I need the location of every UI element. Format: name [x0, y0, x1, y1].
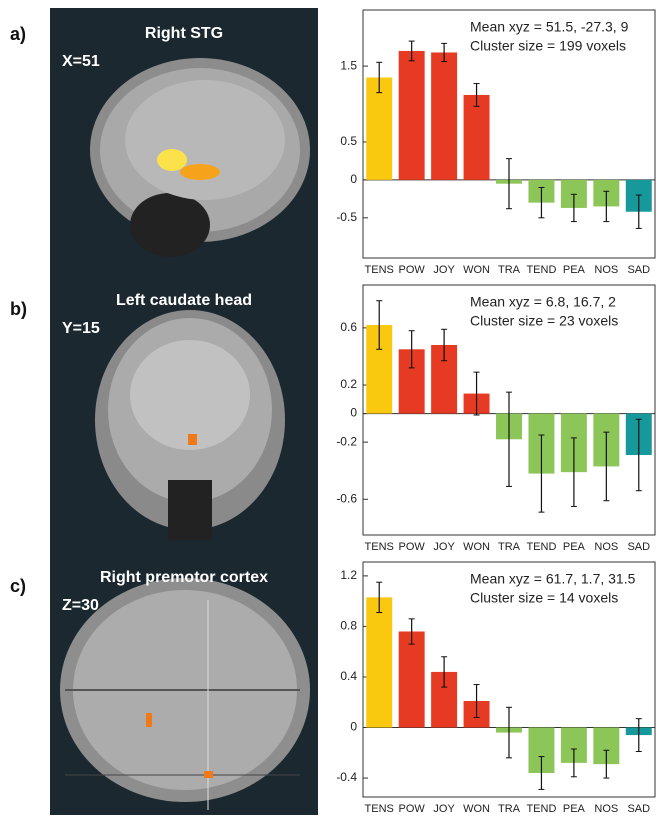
x-tick-label: JOY [433, 803, 455, 815]
x-tick-label: JOY [433, 541, 455, 553]
x-tick-label: TENS [365, 541, 394, 553]
bar [464, 95, 490, 180]
x-tick-label: TENS [365, 803, 394, 815]
x-tick-label: POW [399, 803, 426, 815]
x-tick-label: TRA [498, 541, 521, 553]
x-tick-label: NOS [594, 541, 618, 553]
x-tick-label: SAD [627, 264, 650, 276]
y-tick-label: -0.6 [336, 491, 357, 505]
x-tick-label: NOS [594, 264, 618, 276]
x-tick-label: SAD [627, 803, 650, 815]
y-tick-label: 0 [350, 720, 357, 734]
x-tick-label: WON [463, 264, 490, 276]
y-tick-label: 0 [350, 406, 357, 420]
annotation: Cluster size = 23 voxels [470, 313, 618, 329]
x-tick-label: SAD [627, 541, 650, 553]
x-tick-label: PEA [563, 803, 586, 815]
slice-label: Z=30 [62, 597, 99, 614]
bar [399, 51, 425, 180]
x-tick-label: TEND [526, 803, 556, 815]
slice-label: X=51 [62, 53, 100, 70]
panel-label: b) [10, 299, 27, 319]
bar [431, 52, 457, 179]
panel-label: c) [10, 576, 26, 596]
y-tick-label: -0.2 [336, 434, 357, 448]
x-tick-label: WON [463, 803, 490, 815]
y-tick-label: 1.5 [340, 58, 357, 72]
y-tick-label: 0 [350, 172, 357, 186]
image-title: Left caudate head [116, 292, 252, 309]
x-tick-label: JOY [433, 264, 455, 276]
x-tick-label: TEND [526, 541, 556, 553]
x-tick-label: TRA [498, 264, 521, 276]
annotation: Cluster size = 199 voxels [470, 38, 626, 54]
x-tick-label: NOS [594, 803, 618, 815]
x-tick-label: PEA [563, 264, 586, 276]
annotation: Cluster size = 14 voxels [470, 590, 618, 606]
y-tick-label: -0.5 [336, 210, 357, 224]
y-tick-label: 0.5 [340, 134, 357, 148]
x-tick-label: POW [399, 541, 426, 553]
x-tick-label: TENS [365, 264, 394, 276]
annotation: Mean xyz = 61.7, 1.7, 31.5 [470, 571, 636, 587]
y-tick-label: 1.2 [340, 568, 357, 582]
image-title: Right premotor cortex [100, 569, 268, 586]
x-tick-label: TEND [526, 264, 556, 276]
panel-label: a) [10, 24, 26, 44]
slice-label: Y=15 [62, 320, 100, 337]
y-tick-label: -0.4 [336, 770, 357, 784]
x-tick-label: POW [399, 264, 426, 276]
y-tick-label: 0.4 [340, 669, 357, 683]
bar [399, 631, 425, 727]
y-tick-label: 0.2 [340, 377, 357, 391]
x-tick-label: PEA [563, 541, 586, 553]
bar [366, 597, 392, 727]
annotation: Mean xyz = 6.8, 16.7, 2 [470, 294, 616, 310]
image-title: Right STG [145, 25, 223, 42]
figure: a) Right STG X=51 b) Left caudate head Y=15 c)… [0, 0, 660, 821]
y-tick-label: 0.6 [340, 320, 357, 334]
y-tick-label: 0.8 [340, 619, 357, 633]
x-tick-label: TRA [498, 803, 521, 815]
x-tick-label: WON [463, 541, 490, 553]
annotation: Mean xyz = 51.5, -27.3, 9 [470, 19, 629, 35]
